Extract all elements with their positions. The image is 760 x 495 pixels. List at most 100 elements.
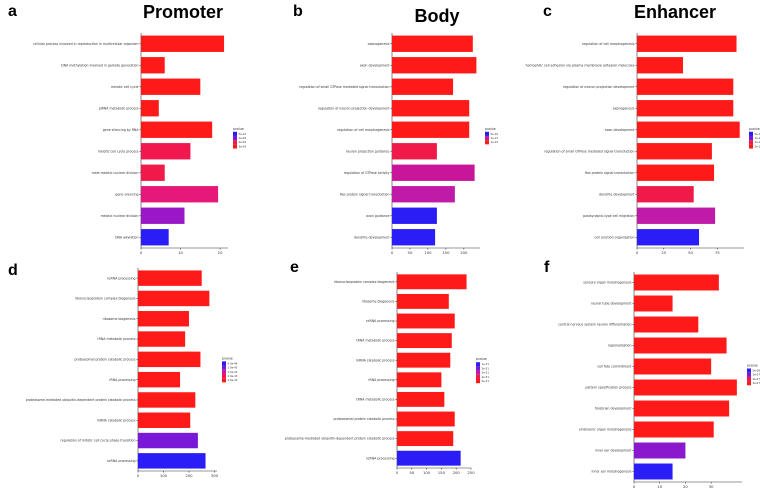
legend-title: pvalue — [485, 127, 496, 131]
category-label: dendrite development — [354, 235, 390, 239]
category-label: axon guidance — [366, 214, 389, 218]
category-label: regulation of cell morphogenesis — [582, 42, 635, 46]
category-label: rRNA processing — [109, 378, 135, 382]
category-label: meiotic cell cycle — [111, 85, 139, 89]
legend-label: 2e-31 — [482, 366, 490, 370]
bar — [634, 358, 712, 375]
bar — [634, 400, 730, 417]
legend-swatch — [485, 140, 489, 145]
bar — [637, 229, 700, 246]
bar — [634, 421, 714, 438]
category-label: proteasomal protein catabolic process — [334, 417, 395, 421]
bar — [637, 207, 716, 224]
legend-label: 1e-15 — [491, 136, 499, 140]
legend-swatch — [747, 376, 751, 382]
bar — [141, 143, 191, 160]
x-tick-label: 10 — [657, 484, 662, 489]
x-tick-label: 0 — [391, 250, 394, 255]
category-label: meiotic cell cycle process — [98, 149, 139, 153]
category-label: pattern specification process — [585, 386, 631, 390]
bar — [634, 337, 727, 354]
legend-label: 1e-31 — [482, 362, 490, 366]
category-label: forebrain development — [595, 407, 632, 411]
legend-label: 1.5e-43 — [228, 370, 238, 374]
bar — [138, 351, 201, 368]
bar — [637, 143, 712, 160]
bar — [392, 121, 470, 138]
bar — [138, 392, 196, 408]
legend-title: pvalue — [233, 127, 244, 131]
x-tick-label: 25 — [661, 250, 666, 255]
x-tick-label: 0 — [137, 473, 140, 478]
bar — [397, 313, 455, 329]
x-tick-label: 0 — [636, 250, 639, 255]
category-label: inner ear morphogenesis — [592, 470, 632, 474]
x-tick-label: 0 — [633, 484, 636, 489]
bar — [397, 411, 455, 427]
bar — [138, 311, 189, 327]
legend-label: 3e-07 — [753, 381, 760, 385]
legend-swatch — [222, 373, 226, 379]
bar — [392, 57, 477, 74]
legend-label: 5e-10 — [239, 132, 247, 136]
x-tick-label: 0 — [140, 250, 143, 255]
bar — [141, 100, 159, 117]
panel-e: e ribonucleoprotein complex biogenesis rib… — [285, 259, 490, 475]
bar — [397, 372, 442, 388]
legend-label: 2e-07 — [753, 377, 760, 381]
category-label: regulation of GTPase activity — [344, 171, 390, 175]
bar — [141, 229, 169, 246]
category-label: tRNA metabolic process — [356, 398, 394, 402]
legend-swatch — [747, 381, 751, 386]
x-tick-label: 10 — [178, 250, 183, 255]
legend-label: 2.0e-43 — [228, 374, 238, 378]
bar — [141, 186, 219, 203]
bar — [141, 121, 213, 138]
legend-swatch — [476, 370, 480, 375]
bar — [392, 229, 436, 246]
bar — [392, 164, 475, 181]
legend-swatch — [222, 369, 226, 374]
x-tick-label: 200 — [460, 250, 468, 255]
legend-swatch — [747, 368, 751, 373]
legend-label: 2.5e-43 — [228, 378, 238, 382]
category-label: cell fate commitment — [597, 365, 632, 369]
category-label: mRNA catabolic process — [356, 358, 395, 362]
legend-label: 2e-12 — [755, 144, 760, 148]
category-label: ncRNA processing — [107, 276, 136, 280]
panel-letter: f — [544, 259, 550, 276]
legend-title: pvalue — [222, 356, 233, 360]
bar — [141, 57, 165, 74]
legend-swatch — [476, 362, 480, 367]
category-label: regulation of small GTPase mediated sign… — [544, 149, 634, 153]
category-label: DNA alkylation — [115, 235, 138, 239]
panel-title: Enhancer — [634, 2, 716, 22]
category-label: sensory organ morphogenesis — [583, 281, 632, 285]
category-label: ribosome biogenesis — [362, 300, 395, 304]
legend-swatch — [233, 144, 237, 149]
category-label: tRNA metabolic process — [356, 339, 394, 343]
panel-letter: c — [543, 3, 552, 20]
panel-enhancer: c Enhancer regulation of cell morphogenesi… — [526, 2, 760, 255]
x-tick-label: 100 — [423, 470, 431, 475]
x-tick-label: 100 — [160, 473, 168, 478]
legend-label: 5e-08 — [753, 369, 760, 373]
category-label: ncRNA processing — [107, 459, 136, 463]
legend-label: 1.0e-43 — [228, 366, 238, 370]
legend-label: 1e-12 — [755, 136, 760, 140]
legend-label: 1e-07 — [753, 373, 760, 377]
bar — [637, 164, 715, 181]
bar — [634, 274, 719, 291]
bar — [138, 290, 210, 307]
category-label: dendrite development — [599, 192, 635, 196]
bar — [637, 35, 737, 52]
bar — [637, 57, 684, 74]
category-label: regulation of small GTPase mediated sign… — [299, 85, 389, 89]
legend-label: 2e-09 — [239, 140, 247, 144]
bar — [634, 295, 673, 312]
legend-swatch — [749, 135, 753, 141]
x-tick-label: 50 — [688, 250, 693, 255]
x-tick-label: 20 — [218, 250, 223, 255]
legend-label: 5.0e-44 — [228, 361, 238, 365]
